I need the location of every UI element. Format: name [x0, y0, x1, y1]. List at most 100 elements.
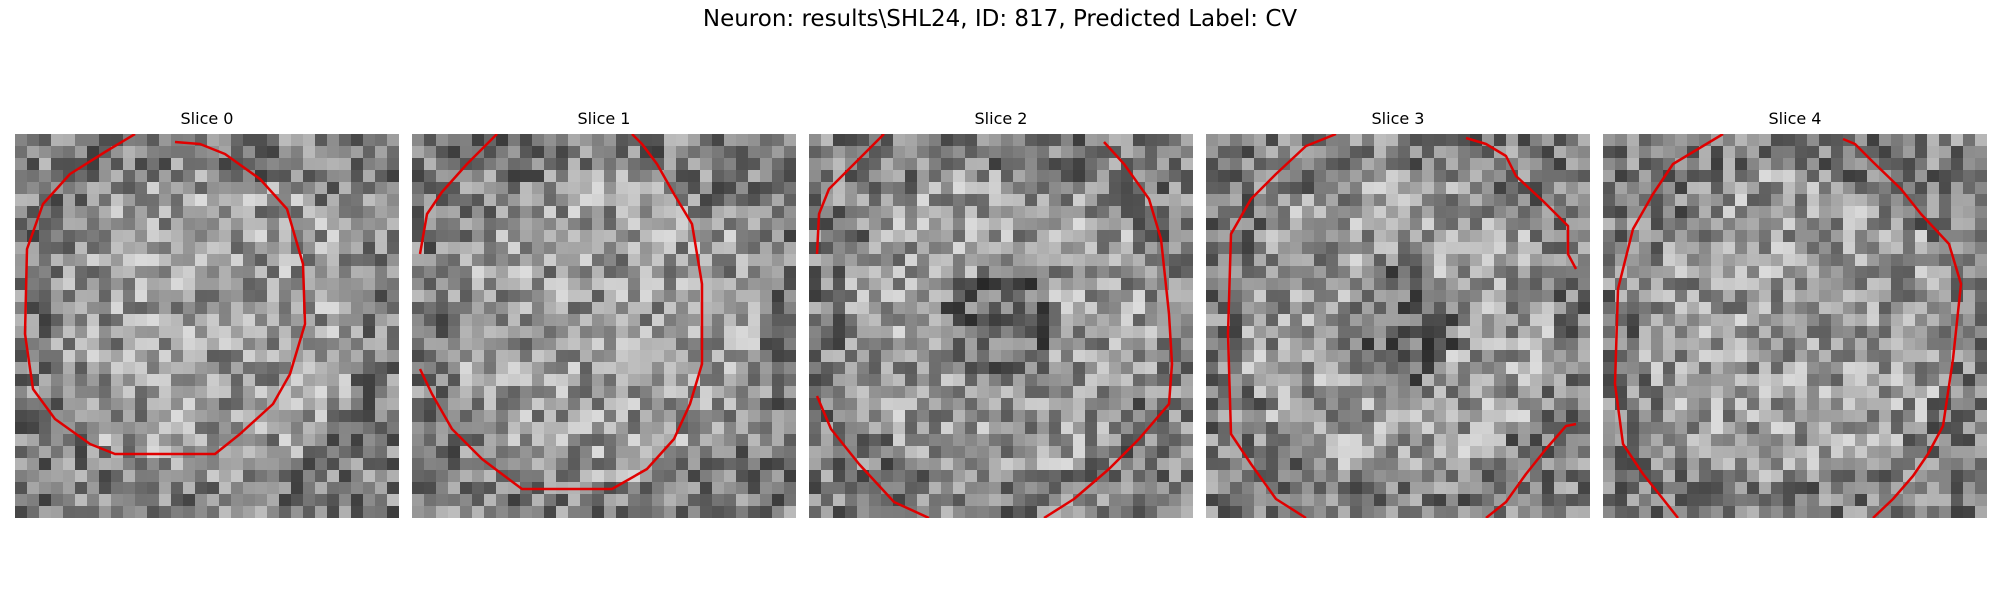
pixel-cell [1795, 194, 1808, 207]
pixel-cell [1470, 398, 1483, 411]
pixel-cell [460, 230, 473, 243]
pixel-cell [1566, 194, 1579, 207]
pixel-cell [1699, 374, 1712, 387]
pixel-cell [1314, 254, 1327, 267]
pixel-cell [1711, 194, 1724, 207]
pixel-cell [1145, 278, 1158, 291]
pixel-cell [219, 206, 232, 219]
pixel-cell [75, 230, 88, 243]
pixel-cell [1831, 386, 1844, 399]
pixel-cell [472, 158, 485, 171]
pixel-cell [712, 302, 725, 315]
pixel-cell [1867, 278, 1880, 291]
pixel-cell [1242, 458, 1255, 471]
pixel-cell [1278, 194, 1291, 207]
pixel-cell [1831, 182, 1844, 195]
pixel-cell [1578, 494, 1590, 507]
pixel-cell [1951, 182, 1964, 195]
pixel-cell [1651, 446, 1664, 459]
pixel-cell [1061, 254, 1074, 267]
pixel-cell [1723, 446, 1736, 459]
pixel-cell [1939, 218, 1952, 231]
pixel-cell [75, 314, 88, 327]
pixel-cell [363, 326, 376, 339]
pixel-cell [315, 506, 328, 518]
pixel-cell [580, 506, 593, 518]
pixel-cell [1771, 362, 1784, 375]
pixel-cell [1025, 350, 1038, 363]
pixel-cell [809, 434, 822, 447]
pixel-cell [508, 254, 521, 267]
pixel-cell [736, 398, 749, 411]
pixel-cell [424, 494, 437, 507]
pixel-cell [1855, 266, 1868, 279]
pixel-cell [893, 266, 906, 279]
pixel-cell [1386, 362, 1399, 375]
pixel-cell [508, 182, 521, 195]
pixel-cell [712, 446, 725, 459]
pixel-cell [448, 290, 461, 303]
pixel-cell [772, 338, 785, 351]
pixel-cell [568, 506, 581, 518]
pixel-cell [351, 482, 364, 495]
pixel-cell [147, 434, 160, 447]
pixel-cell [1939, 182, 1952, 195]
pixel-cell [255, 434, 268, 447]
pixel-cell [63, 386, 76, 399]
pixel-cell [147, 218, 160, 231]
pixel-cell [1759, 374, 1772, 387]
pixel-cell [1554, 194, 1567, 207]
pixel-cell [1554, 326, 1567, 339]
pixel-cell [147, 422, 160, 435]
pixel-cell [1230, 254, 1243, 267]
pixel-cell [303, 446, 316, 459]
pixel-cell [1795, 254, 1808, 267]
pixel-cell [1085, 482, 1098, 495]
pixel-cell [1470, 470, 1483, 483]
pixel-cell [267, 254, 280, 267]
pixel-cell [1386, 134, 1399, 147]
pixel-cell [171, 134, 184, 147]
pixel-cell [1735, 146, 1748, 159]
pixel-cell [857, 158, 870, 171]
pixel-cell [315, 374, 328, 387]
pixel-cell [1314, 218, 1327, 231]
pixel-cell [1073, 434, 1086, 447]
pixel-cell [1121, 266, 1134, 279]
pixel-cell [460, 434, 473, 447]
pixel-cell [1422, 242, 1435, 255]
pixel-cell [724, 218, 737, 231]
pixel-cell [628, 338, 641, 351]
pixel-cell [568, 470, 581, 483]
pixel-cell [556, 194, 569, 207]
pixel-cell [1566, 146, 1579, 159]
pixel-cell [351, 290, 364, 303]
pixel-cell [1109, 338, 1122, 351]
pixel-cell [580, 470, 593, 483]
pixel-cell [1578, 170, 1590, 183]
pixel-cell [327, 230, 340, 243]
pixel-cell [484, 278, 497, 291]
pixel-cell [412, 134, 425, 147]
pixel-cell [1759, 134, 1772, 147]
pixel-cell [1278, 266, 1291, 279]
pixel-cell [917, 338, 930, 351]
pixel-cell [363, 362, 376, 375]
pixel-cell [484, 314, 497, 327]
pixel-cell [1374, 170, 1387, 183]
pixel-cell [508, 218, 521, 231]
pixel-cell [1266, 374, 1279, 387]
pixel-cell [472, 314, 485, 327]
pixel-cell [760, 194, 773, 207]
pixel-cell [616, 218, 629, 231]
pixel-cell [905, 350, 918, 363]
pixel-cell [1326, 362, 1339, 375]
pixel-cell [628, 350, 641, 363]
pixel-cell [748, 410, 761, 423]
pixel-cell [243, 410, 256, 423]
pixel-cell [869, 218, 882, 231]
pixel-cell [748, 470, 761, 483]
pixel-cell [1097, 482, 1110, 495]
pixel-cell [1518, 362, 1531, 375]
pixel-cell [640, 326, 653, 339]
